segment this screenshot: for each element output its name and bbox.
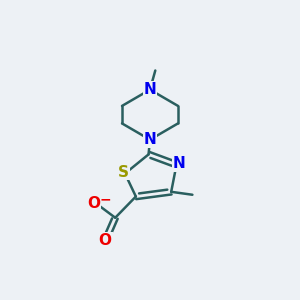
Text: S: S [118, 165, 129, 180]
Text: N: N [144, 82, 156, 97]
Text: −: − [100, 193, 112, 206]
Text: O: O [99, 233, 112, 248]
Text: N: N [144, 132, 156, 147]
Text: O: O [88, 196, 100, 211]
Text: N: N [172, 156, 185, 171]
